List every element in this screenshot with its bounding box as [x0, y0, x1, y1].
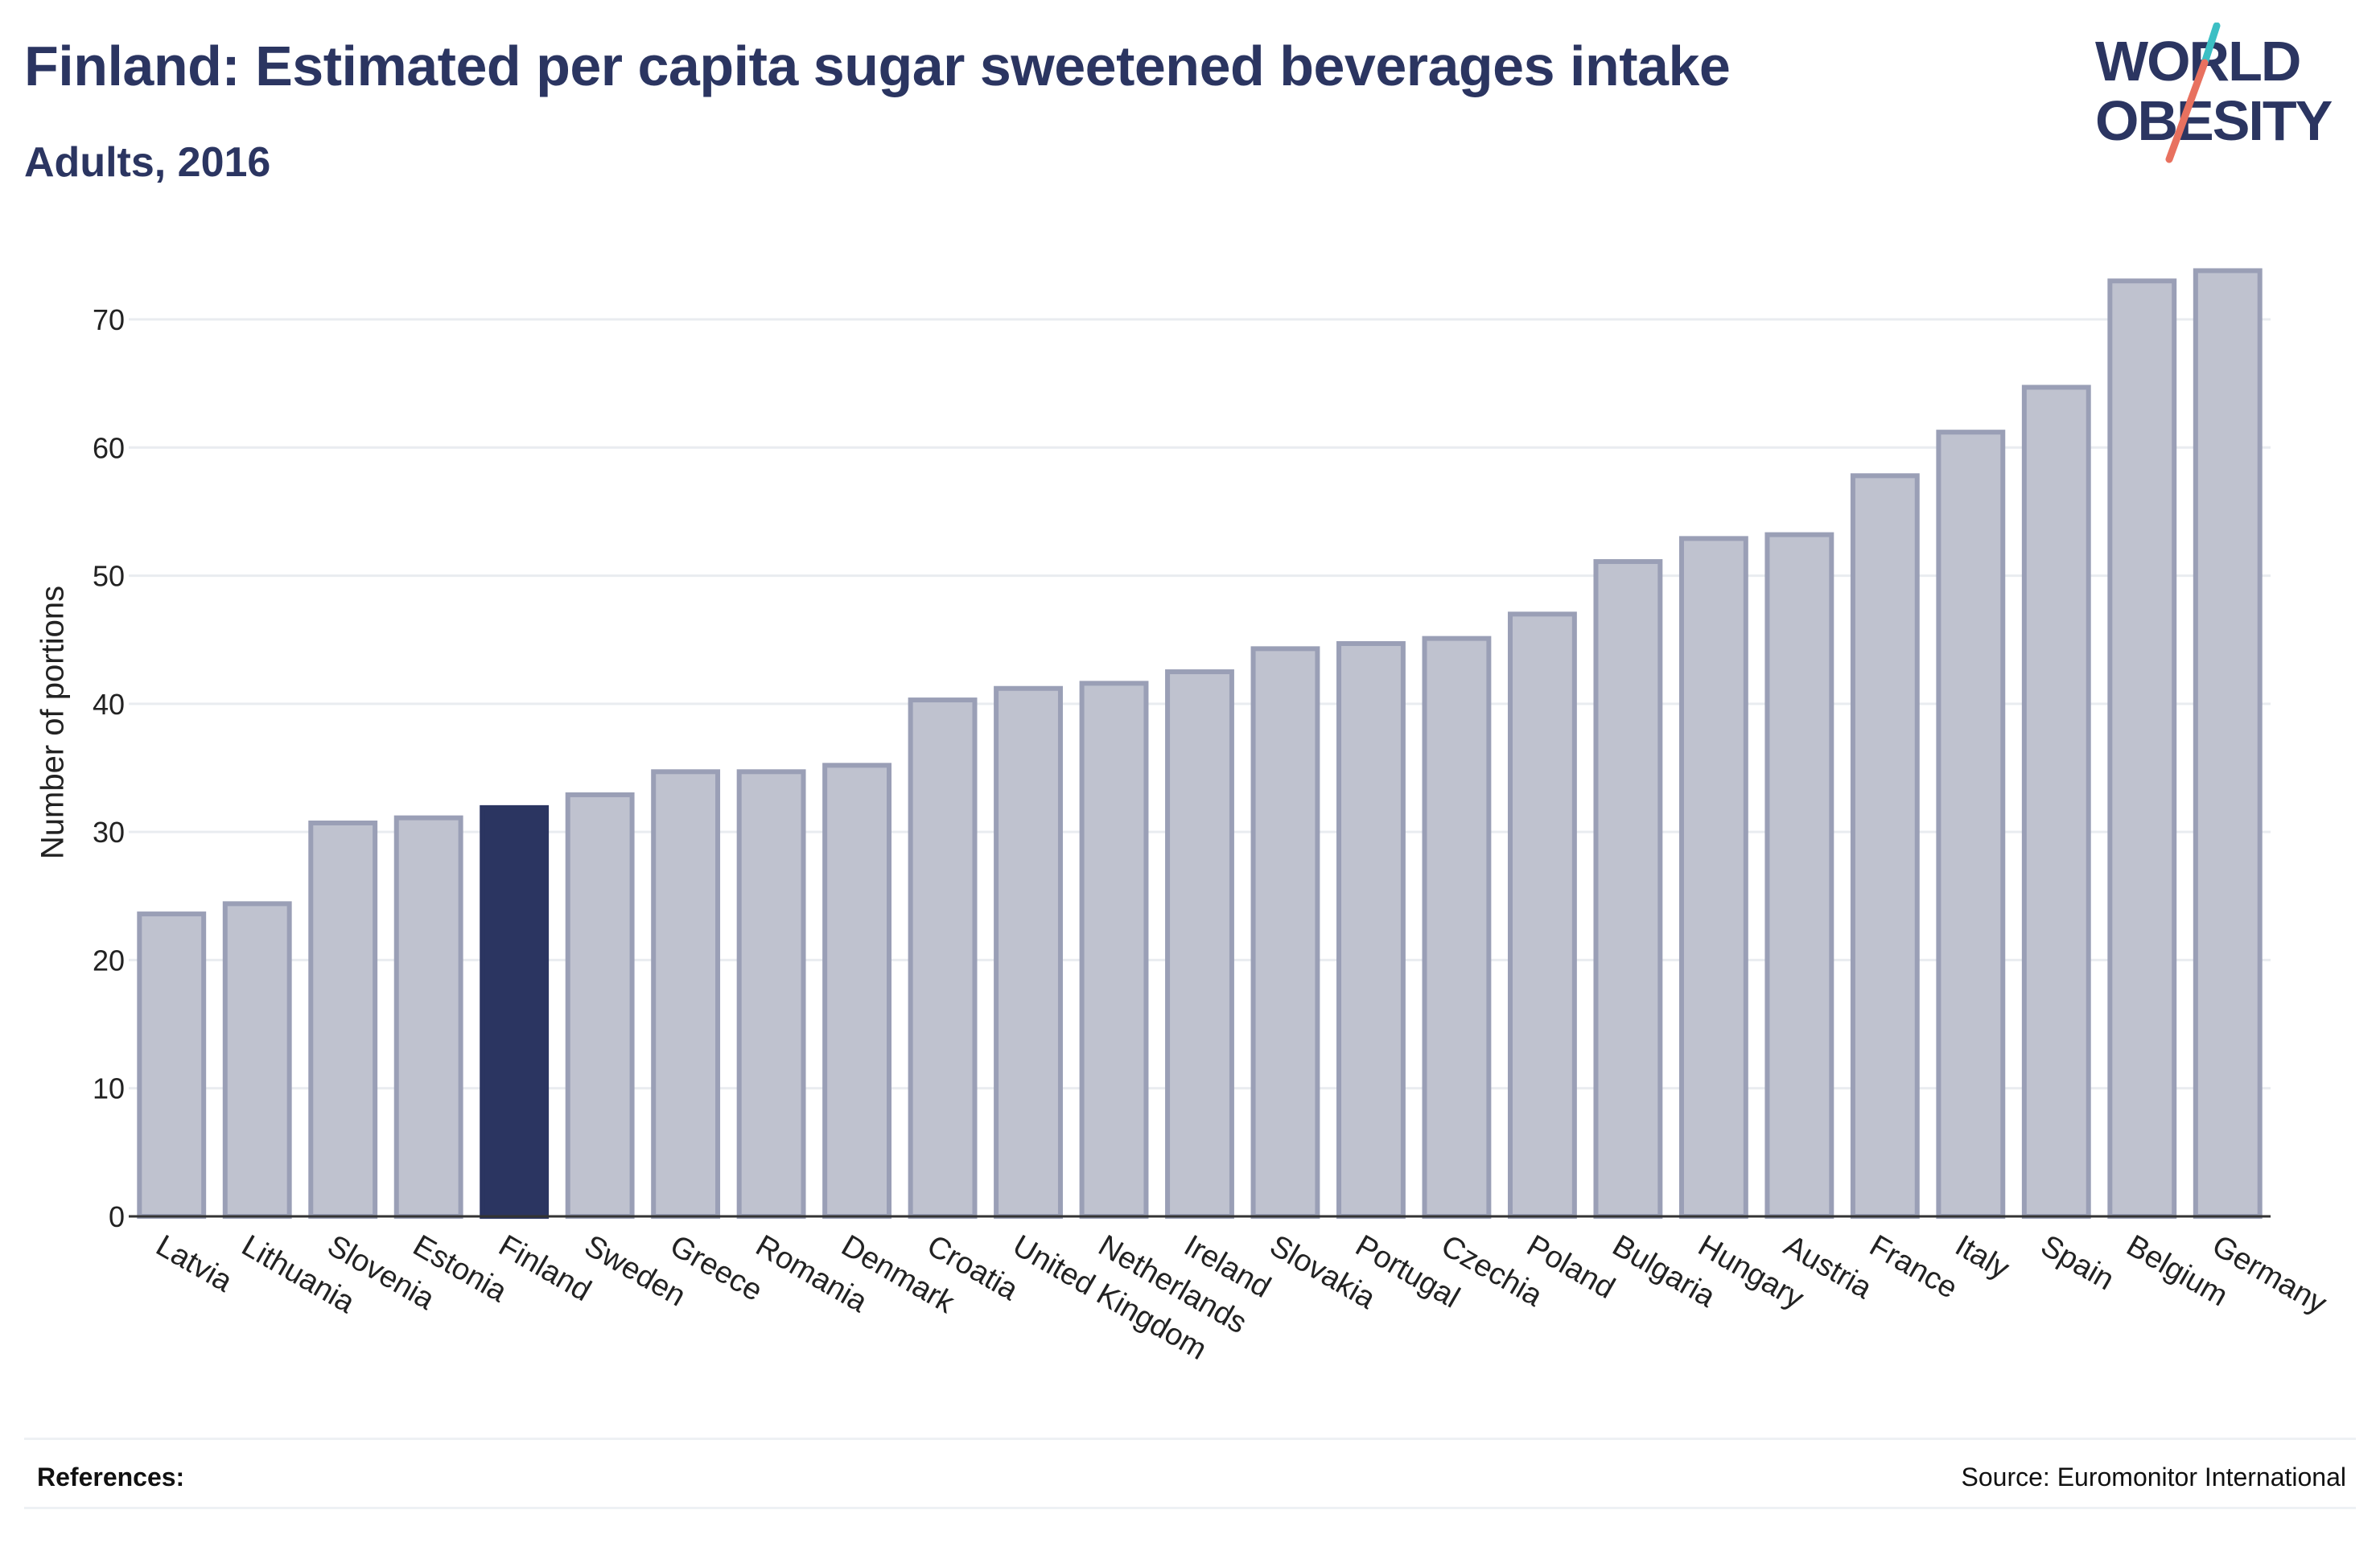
bar-france[interactable]	[1850, 473, 1920, 1219]
y-tick-label: 70	[93, 303, 125, 336]
y-axis-ticks: 0 10 20 30 40 50 60 70	[93, 303, 125, 1233]
bar-finland[interactable]	[480, 804, 550, 1220]
bar-italy[interactable]	[1936, 430, 2006, 1219]
bar-croatia[interactable]	[908, 697, 978, 1219]
x-tick-label: Spain	[2035, 1228, 2119, 1297]
y-tick-label: 50	[93, 560, 125, 593]
bar-austria[interactable]	[1764, 532, 1834, 1219]
x-tick-label: Finland	[493, 1228, 597, 1308]
bar-sweden[interactable]	[565, 792, 635, 1219]
page-subtitle: Adults, 2016	[24, 139, 271, 186]
x-tick-label: Latvia	[150, 1228, 239, 1299]
bar-poland[interactable]	[1507, 611, 1577, 1219]
y-axis-label: Number of portions	[35, 585, 71, 860]
bar-spain[interactable]	[2021, 385, 2091, 1220]
bar-bulgaria[interactable]	[1593, 559, 1663, 1219]
x-axis-ticks: LatviaLithuaniaSloveniaEstoniaFinlandSwe…	[150, 1228, 2333, 1367]
y-tick-label: 0	[109, 1200, 125, 1233]
bar-czechia[interactable]	[1422, 636, 1492, 1219]
bar-romania[interactable]	[736, 769, 806, 1219]
footer-divider-top	[24, 1438, 2356, 1440]
bar-greece[interactable]	[651, 769, 721, 1219]
bar-portugal[interactable]	[1336, 640, 1406, 1219]
bar-estonia[interactable]	[393, 815, 463, 1219]
y-tick-label: 10	[93, 1072, 125, 1105]
y-tick-label: 60	[93, 431, 125, 464]
x-tick-label: France	[1863, 1228, 1962, 1306]
bar-united-kingdom[interactable]	[994, 685, 1063, 1219]
bar-latvia[interactable]	[137, 911, 207, 1219]
y-tick-label: 20	[93, 944, 125, 977]
x-tick-label: Germany	[2206, 1228, 2332, 1321]
bar-lithuania[interactable]	[222, 901, 292, 1220]
world-obesity-logo[interactable]: WORLD OBESITY	[2092, 23, 2366, 167]
logo-slash-bottom	[2165, 59, 2209, 163]
footer-divider-bottom	[24, 1507, 2356, 1509]
logo-line2: OBESITY	[2095, 89, 2333, 152]
bar-hungary[interactable]	[1678, 536, 1748, 1219]
bar-denmark[interactable]	[822, 763, 892, 1219]
bars	[137, 268, 2263, 1220]
source-text: Source: Euromonitor International	[1961, 1463, 2346, 1491]
bar-belgium[interactable]	[2107, 278, 2177, 1220]
bar-slovenia[interactable]	[308, 820, 378, 1219]
y-tick-label: 40	[93, 688, 125, 721]
bar-ireland[interactable]	[1165, 669, 1234, 1219]
bar-slovakia[interactable]	[1250, 646, 1320, 1219]
logo-slash-top	[2201, 23, 2221, 67]
bar-netherlands[interactable]	[1079, 681, 1149, 1219]
bar-germany[interactable]	[2193, 268, 2263, 1219]
y-tick-label: 30	[93, 816, 125, 849]
references-label: References:	[37, 1463, 185, 1491]
page-title: Finland: Estimated per capita sugar swee…	[24, 35, 1731, 97]
